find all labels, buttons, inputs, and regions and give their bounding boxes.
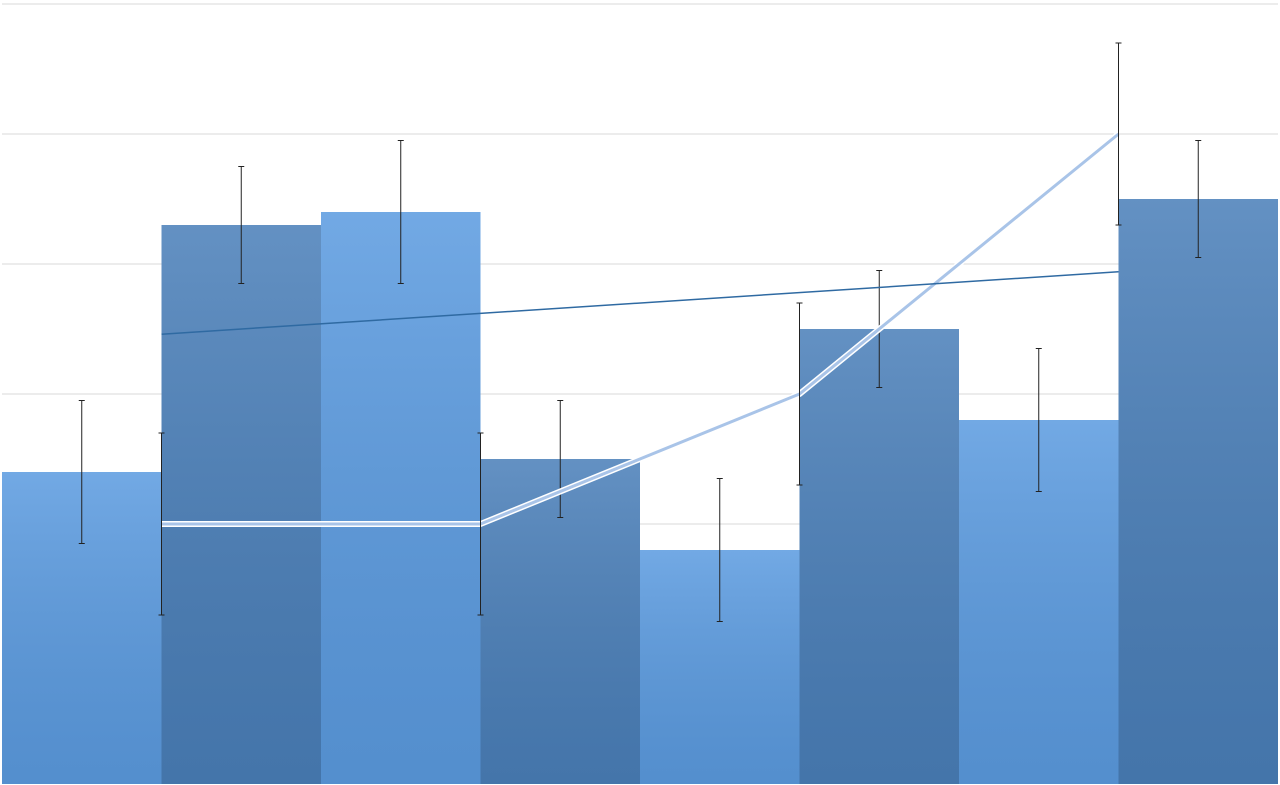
bar-shade xyxy=(321,212,481,784)
error-bar xyxy=(397,140,404,284)
line xyxy=(161,132,1120,526)
error-bar xyxy=(477,432,484,616)
error-bar xyxy=(78,400,85,544)
error-bar xyxy=(158,432,165,616)
error-bar xyxy=(1035,348,1042,492)
error-bar xyxy=(1195,140,1202,258)
error-bar xyxy=(1115,42,1122,226)
error-bar xyxy=(557,400,564,518)
bar-shade xyxy=(799,329,959,784)
bar-shade xyxy=(1118,199,1278,784)
bar-shade xyxy=(161,225,321,784)
error-bar xyxy=(796,302,803,486)
error-bar xyxy=(238,166,245,284)
error-bar xyxy=(716,478,723,622)
line xyxy=(161,271,1119,335)
